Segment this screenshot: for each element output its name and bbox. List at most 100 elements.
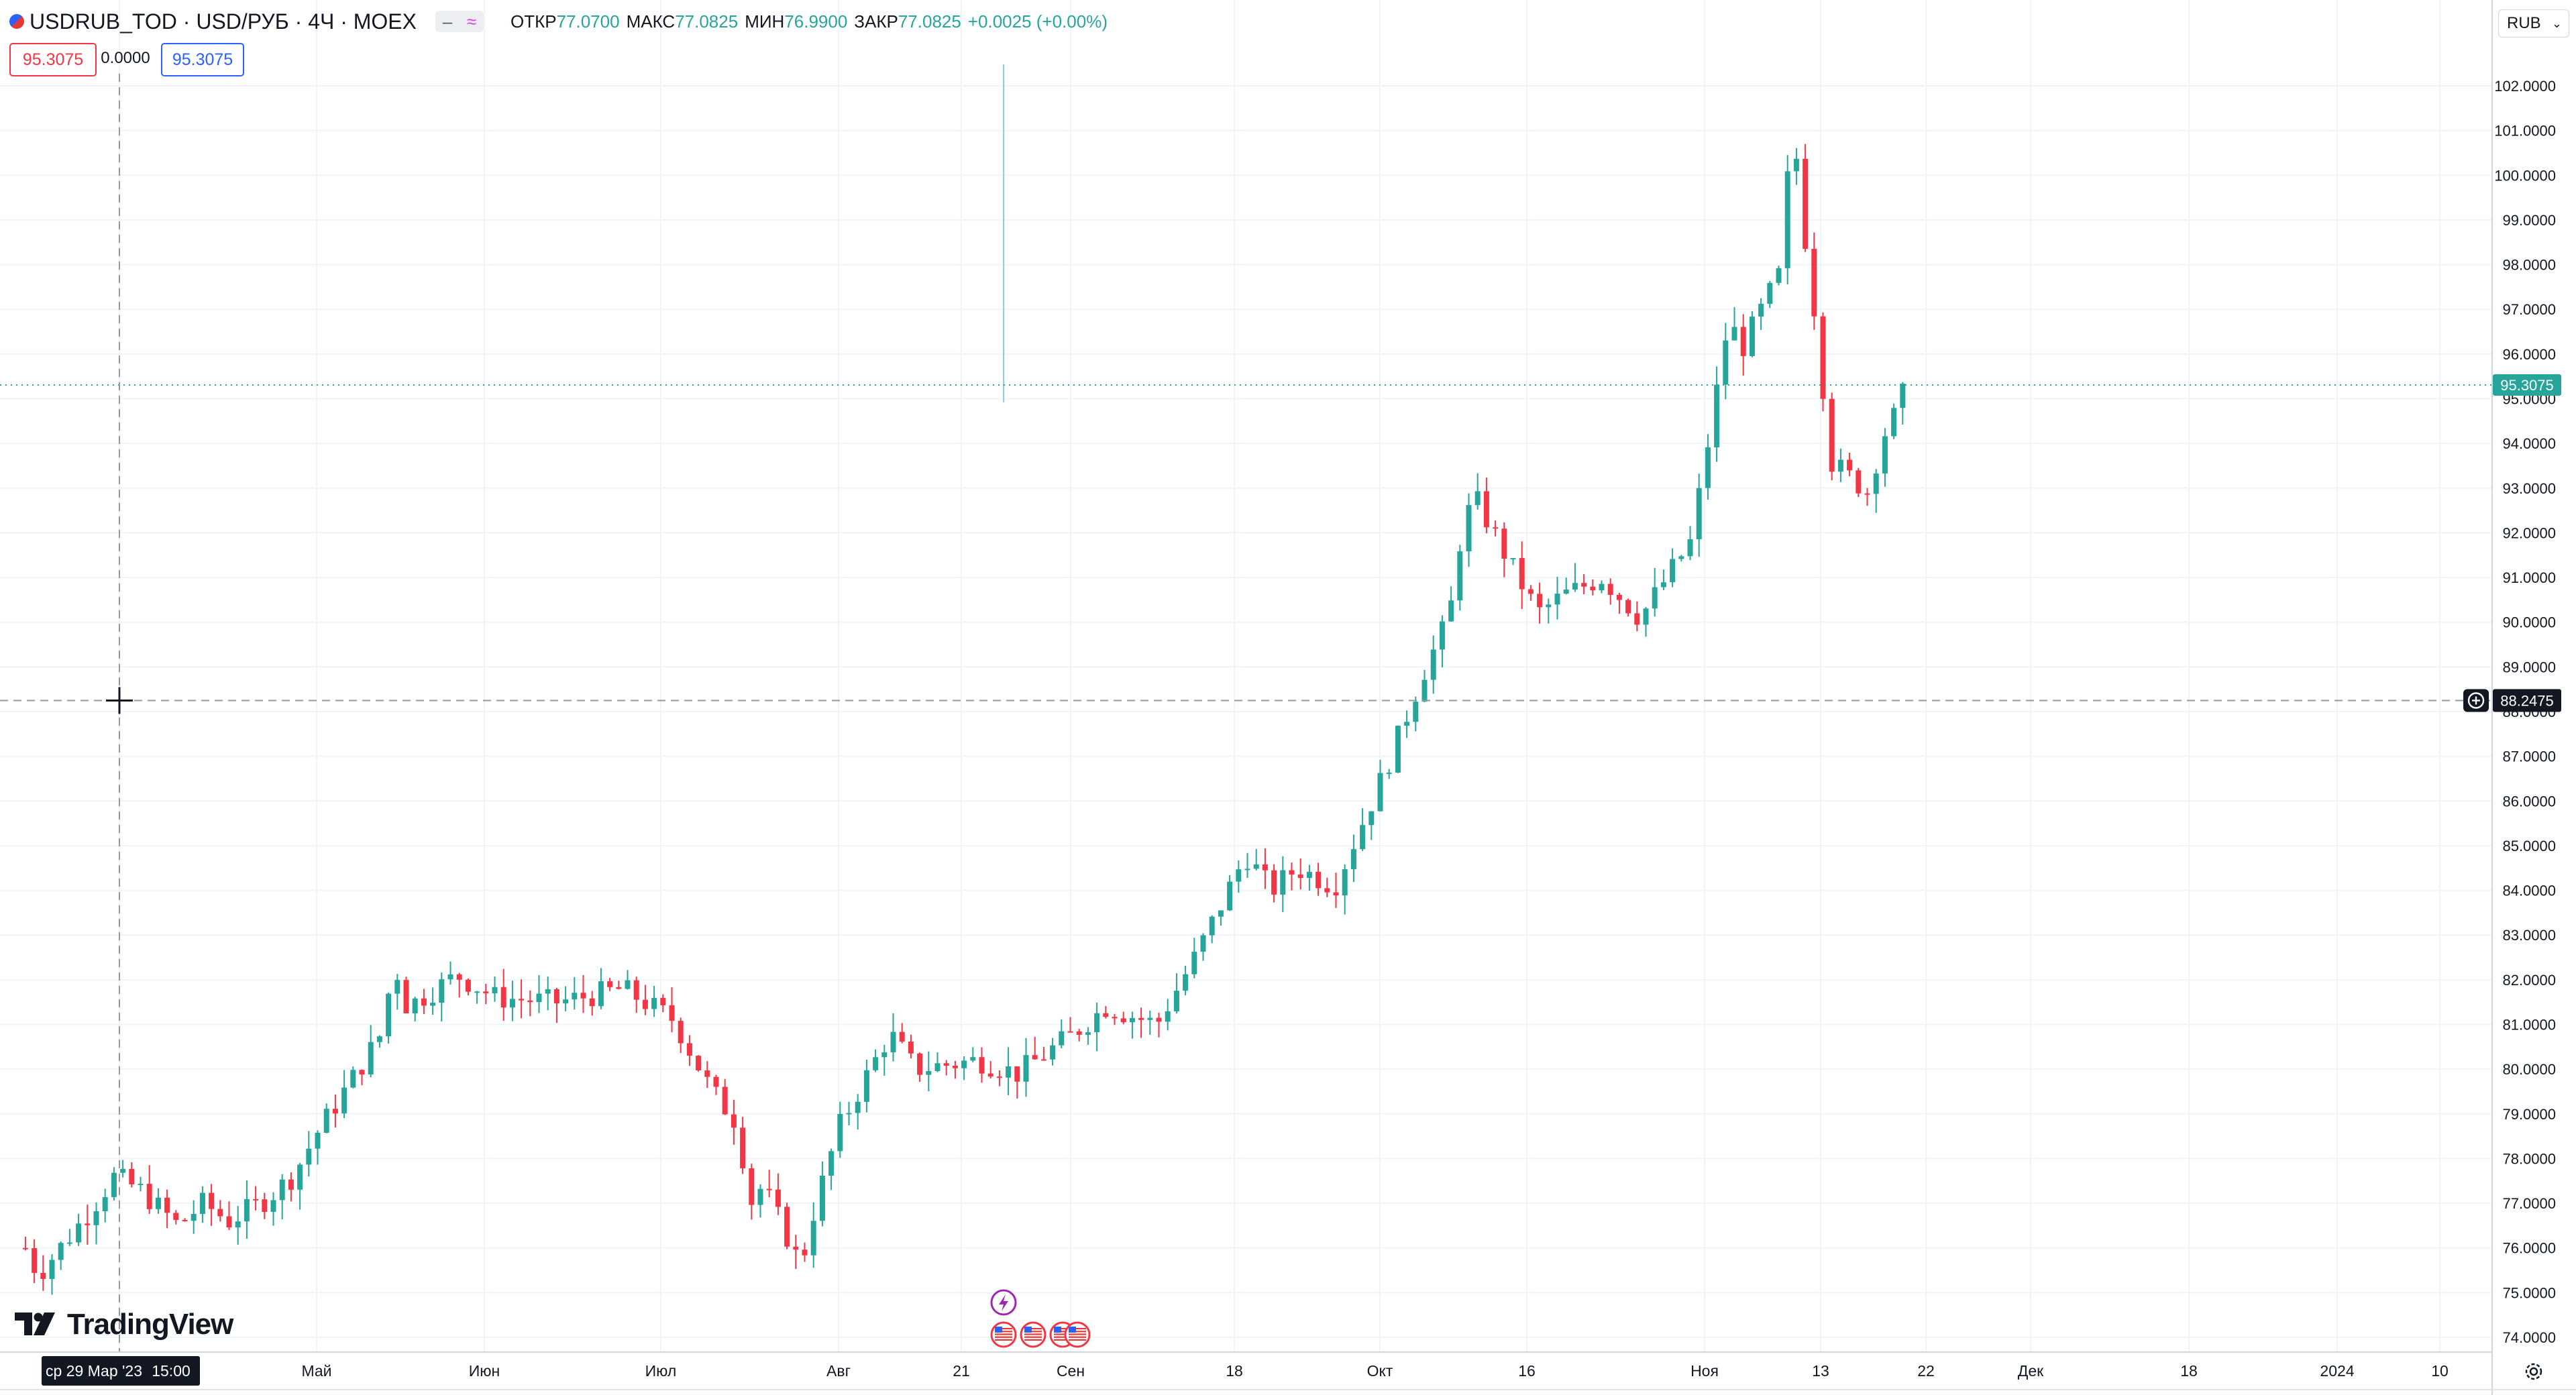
- price-tick-label: 94.0000: [2502, 435, 2556, 452]
- candle-body: [642, 999, 648, 1009]
- candle-body: [1297, 874, 1303, 879]
- candle-body: [465, 979, 471, 992]
- candle-body: [102, 1196, 108, 1212]
- us-flag-icon[interactable]: [990, 1321, 1017, 1348]
- time-tick-label: 22: [1917, 1362, 1935, 1380]
- buy-price-button[interactable]: 95.3075: [161, 43, 244, 76]
- time-axis[interactable]: Май Июн Июл Авг 21 Сен 18 Окт 16 Ноя 13 22 Дек 18 2024…: [301, 1362, 2448, 1380]
- open-value: 77.0700: [556, 11, 620, 32]
- symbol-title[interactable]: USDRUB_TOD · USD/РУБ · 4Ч · MOEX: [30, 9, 417, 34]
- candle-body: [1253, 864, 1259, 869]
- candle-body: [943, 1063, 949, 1066]
- candle-body: [917, 1053, 923, 1075]
- candle-body: [1227, 881, 1233, 911]
- candle-body: [1625, 600, 1631, 614]
- candle-body: [926, 1070, 932, 1075]
- price-tick-label: 99.0000: [2502, 212, 2556, 229]
- candle-body: [536, 993, 542, 1003]
- time-tick-label: Сен: [1057, 1362, 1085, 1380]
- candle-body: [1386, 773, 1392, 775]
- candle-body: [1510, 558, 1516, 560]
- candle-body: [394, 980, 400, 994]
- candle-body: [1236, 869, 1242, 882]
- candle-body: [996, 1076, 1002, 1078]
- candle-body: [1723, 340, 1729, 385]
- candle-body: [1696, 488, 1702, 540]
- candle-body: [519, 999, 525, 1001]
- candle-body: [678, 1021, 684, 1044]
- close-label: ЗАКР: [854, 11, 898, 32]
- settings-gear-icon[interactable]: [2522, 1360, 2545, 1383]
- open-label: ОТКР: [510, 11, 557, 32]
- candle-body: [1820, 316, 1826, 399]
- candle-body: [1191, 952, 1197, 974]
- candle-body: [855, 1101, 861, 1113]
- candle-body: [32, 1248, 38, 1273]
- sell-price-button[interactable]: 95.3075: [9, 43, 97, 76]
- price-tick-label: 78.0000: [2502, 1150, 2556, 1167]
- tradingview-logo[interactable]: TradingView: [15, 1308, 233, 1341]
- candle-body: [129, 1168, 135, 1184]
- price-tick-label: 101.0000: [2494, 123, 2556, 140]
- currency-select[interactable]: RUB ⌄: [2498, 9, 2569, 38]
- candle-body: [1262, 864, 1268, 871]
- candle-body: [315, 1133, 321, 1149]
- candle-body: [421, 998, 427, 1006]
- price-tick-label: 91.0000: [2502, 569, 2556, 586]
- candle-body: [669, 1005, 675, 1021]
- candle-body: [607, 981, 613, 987]
- candle-body: [1014, 1066, 1020, 1082]
- last-price-tag: [2493, 374, 2561, 396]
- candle-body: [1882, 436, 1888, 474]
- price-tick-label: 83.0000: [2502, 927, 2556, 944]
- price-tick-label: 96.0000: [2502, 346, 2556, 363]
- price-axis[interactable]: 74.0000 75.0000 76.0000 77.0000 78.0000 79.00…: [2494, 78, 2556, 1346]
- candle-body: [749, 1168, 755, 1205]
- candle-body: [182, 1219, 188, 1221]
- candle-body: [111, 1172, 117, 1197]
- us-flag-icon[interactable]: [1064, 1321, 1091, 1348]
- symbol-legend[interactable]: USDRUB_TOD · USD/РУБ · 4Ч · MOEX ‒ ≈ ОТК…: [9, 7, 1108, 36]
- us-flag-icon[interactable]: [1020, 1321, 1046, 1348]
- candle-body: [1147, 1017, 1153, 1020]
- lightning-icon[interactable]: [990, 1289, 1017, 1316]
- candle-body: [368, 1042, 374, 1075]
- candle-body: [359, 1070, 365, 1075]
- candle-body: [1103, 1013, 1109, 1017]
- legend-buttons: ‒ ≈: [435, 11, 484, 32]
- candle-body: [616, 987, 622, 989]
- candle-body: [492, 987, 498, 994]
- minus-icon[interactable]: ‒: [435, 11, 460, 32]
- candle-body: [1776, 268, 1782, 283]
- candle-body: [235, 1221, 241, 1228]
- candle-body: [633, 980, 639, 1000]
- candle-body: [270, 1200, 276, 1212]
- candle-body: [713, 1076, 719, 1087]
- candle-body: [1129, 1017, 1135, 1023]
- candle-body: [722, 1086, 728, 1115]
- candle-body: [802, 1249, 808, 1256]
- candle-body: [1714, 384, 1720, 447]
- candle-body: [40, 1272, 46, 1279]
- approx-icon[interactable]: ≈: [459, 11, 484, 32]
- price-tick-label: 79.0000: [2502, 1106, 2556, 1123]
- candle-body: [837, 1113, 843, 1152]
- candle-body: [1483, 491, 1489, 528]
- candle-body: [881, 1052, 888, 1058]
- candle-body: [85, 1223, 91, 1225]
- candle-body: [217, 1209, 223, 1217]
- price-tick-label: 81.0000: [2502, 1017, 2556, 1034]
- candle-body: [49, 1260, 55, 1279]
- candle-body: [651, 997, 657, 1009]
- add-alert-button[interactable]: [2463, 689, 2489, 712]
- candle-body: [1660, 582, 1666, 588]
- candle-body: [376, 1036, 382, 1042]
- candle-body: [1200, 935, 1206, 952]
- high-value: 77.0825: [675, 11, 739, 32]
- candle-body: [1183, 974, 1189, 991]
- candle-body: [1448, 600, 1454, 622]
- candle-body: [403, 980, 409, 1013]
- candle-body: [138, 1184, 144, 1186]
- candle-body: [1165, 1011, 1171, 1022]
